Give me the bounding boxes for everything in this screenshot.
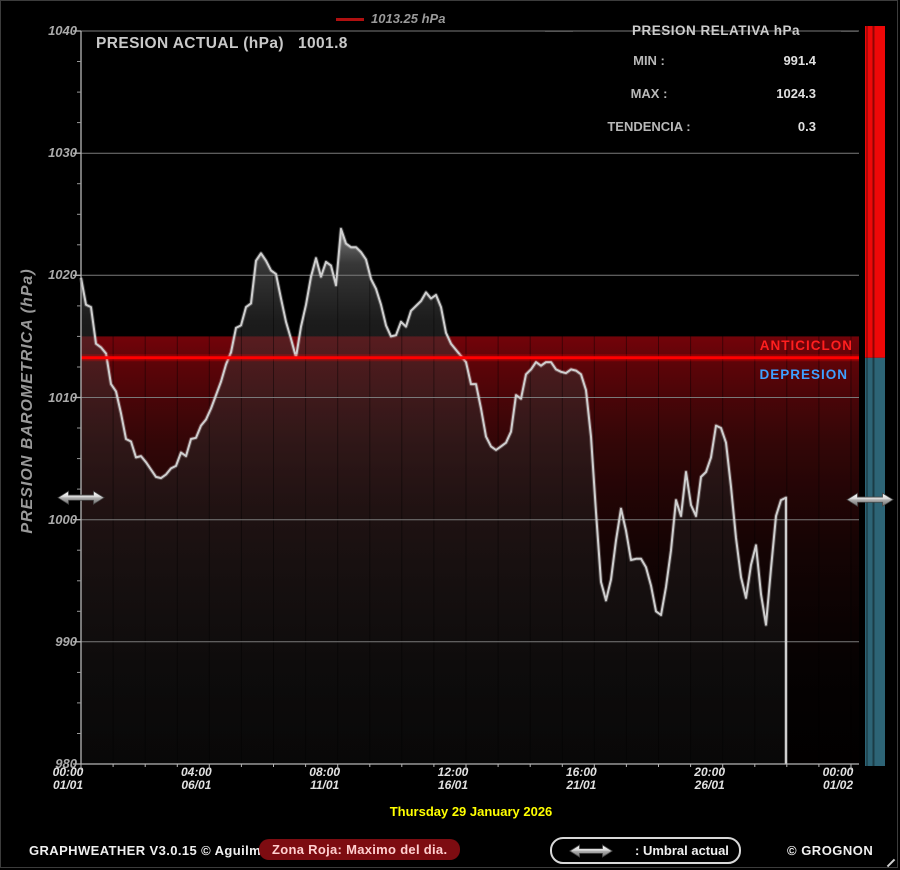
x-tick-time: 20:00 — [694, 765, 725, 779]
stat-max-value: 1024.3 — [776, 86, 816, 101]
left-threshold-handle[interactable] — [57, 490, 105, 505]
horizontal-gridlines — [81, 30, 859, 643]
pressure-area-fill — [81, 228, 786, 764]
x-tick-date: 21/01 — [566, 778, 597, 792]
author-credit: © GROGNON — [787, 843, 874, 858]
stat-tendencia-label: TENDENCIA : — [607, 119, 691, 134]
x-tick-time: 08:00 — [309, 765, 340, 779]
y-tick-label: 1000 — [48, 511, 77, 527]
y-tick-label: 980 — [55, 756, 77, 771]
legend-label: 1013.25 hPa — [371, 11, 446, 26]
stats-dash-right — [841, 31, 858, 32]
red-zone-badge: Zona Roja: Maximo del dia. — [259, 839, 461, 860]
x-tick-date: 26/01 — [694, 778, 725, 792]
x-tick-date: 01/01 — [52, 778, 84, 792]
x-tick-time: 00:00 — [52, 765, 84, 779]
x-tick-date: 11/01 — [310, 778, 340, 792]
chart-title-label: PRESION ACTUAL (hPa) — [96, 35, 284, 52]
app-version-credit: GRAPHWEATHER V3.0.15 © Aguilmard — [29, 843, 283, 858]
depresion-label: DEPRESION — [759, 367, 848, 382]
x-tick-time: 12:00 — [437, 765, 469, 779]
x-tick-date: 16/01 — [437, 778, 469, 792]
chart-title: PRESION ACTUAL (hPa) 1001.8 — [96, 35, 348, 53]
axes — [73, 30, 859, 770]
pressure-status-bar — [865, 26, 885, 766]
chart-title-value: 1001.8 — [297, 35, 348, 52]
x-tick-date: 01/02 — [822, 778, 854, 792]
umbral-legend-box — [550, 837, 741, 864]
stats-panel-title: PRESION RELATIVA hPa — [631, 23, 801, 38]
date-label: Thursday 29 January 2026 — [389, 804, 553, 819]
umbral-legend-label: : Umbral actual — [635, 843, 729, 858]
legend-line-swatch — [336, 18, 364, 21]
right-threshold-handle[interactable] — [846, 492, 894, 507]
y-tick-label: 1010 — [48, 389, 77, 405]
y-tick-label: 1040 — [48, 23, 77, 38]
y-axis-title: PRESION BAROMETRICA (hPa) — [19, 268, 36, 534]
y-tick-label: 1030 — [48, 145, 77, 161]
pressure-line — [80, 227, 787, 764]
umbral-legend-arrow-icon — [569, 844, 613, 858]
stat-max-label: MAX : — [630, 86, 668, 101]
stat-min-label: MIN : — [633, 53, 665, 68]
x-tick-date: 06/01 — [181, 778, 212, 792]
stats-dash-left — [545, 31, 573, 32]
stat-min-value: 991.4 — [783, 53, 816, 68]
y-tick-label: 990 — [55, 633, 77, 649]
x-tick-time: 16:00 — [565, 765, 597, 779]
stat-tendencia-value: 0.3 — [797, 119, 816, 134]
x-tick-time: 04:00 — [180, 765, 212, 779]
anticiclon-label: ANTICICLON — [759, 338, 853, 353]
y-tick-label: 1020 — [48, 267, 77, 283]
x-tick-time: 00:00 — [822, 765, 854, 779]
